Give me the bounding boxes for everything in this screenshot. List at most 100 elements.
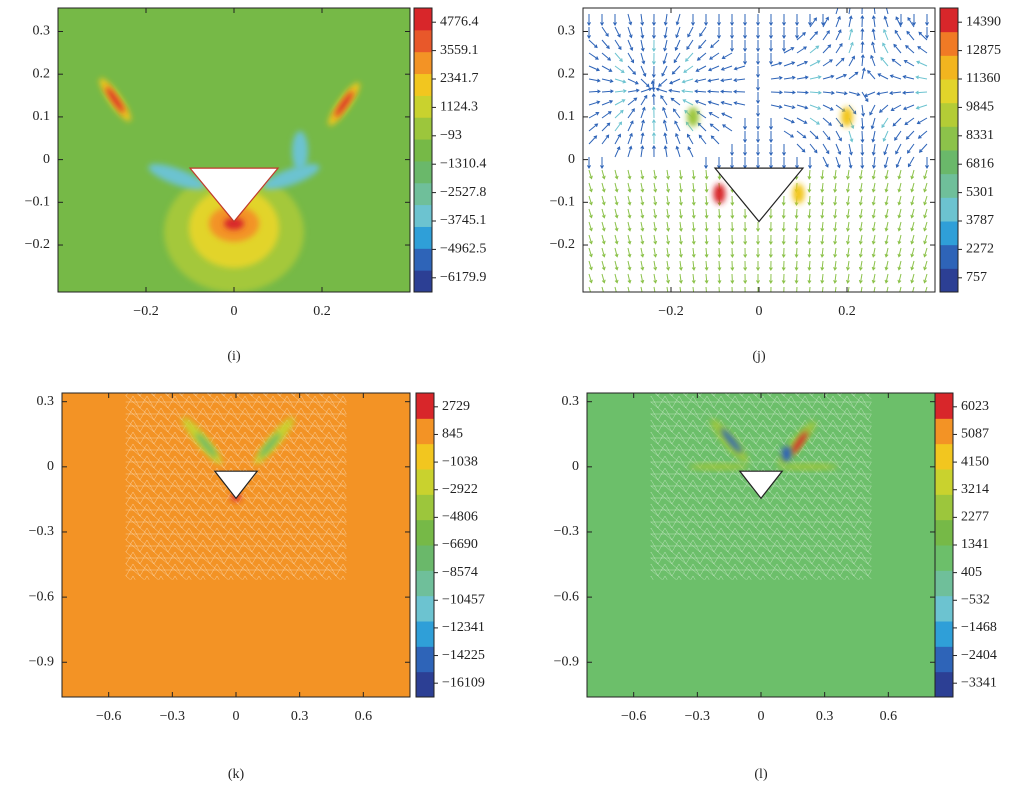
- vector-arrow: [796, 32, 806, 41]
- field-background: [583, 8, 935, 292]
- vector-arrow: [871, 143, 876, 156]
- colorbar-band: [414, 73, 432, 96]
- vector-arrow: [756, 40, 760, 52]
- vector-arrow: [756, 79, 760, 91]
- colorbar-band: [935, 443, 953, 470]
- contour-blob: [841, 106, 853, 127]
- vector-arrow: [878, 104, 889, 113]
- vector-arrow: [848, 91, 861, 97]
- vector-arrow: [835, 117, 844, 128]
- vector-arrow: [601, 78, 614, 83]
- vector-arrow: [910, 195, 915, 206]
- vector-arrow: [666, 234, 670, 245]
- vector-arrow: [685, 52, 694, 62]
- y-tick-label: −0.3: [29, 524, 54, 539]
- vector-arrow: [870, 117, 876, 130]
- colorbar-label: −16109: [442, 675, 485, 690]
- vector-arrow: [704, 208, 709, 219]
- colorbar-band: [940, 8, 958, 33]
- vector-arrow: [783, 104, 796, 110]
- vector-arrow: [756, 118, 760, 130]
- vector-arrow: [653, 208, 658, 219]
- vector-arrow: [704, 157, 708, 169]
- vector-arrow: [897, 169, 902, 180]
- vector-arrow: [614, 273, 619, 284]
- y-tick-label: −0.1: [550, 195, 575, 210]
- vector-arrow: [905, 130, 915, 140]
- vector-arrow: [666, 169, 670, 180]
- colorbar-label: −1038: [442, 454, 478, 469]
- vector-arrow: [807, 208, 812, 219]
- vector-arrow: [588, 78, 601, 83]
- vector-arrow: [681, 89, 694, 94]
- y-tick-label: −0.6: [554, 589, 579, 604]
- vector-arrow: [820, 260, 825, 271]
- vector-arrow: [704, 169, 709, 180]
- vector-arrow: [627, 195, 632, 206]
- vector-arrow: [587, 157, 591, 169]
- vector-arrow: [756, 92, 760, 104]
- vector-arrow: [653, 234, 658, 245]
- vector-arrow: [860, 41, 865, 54]
- colorbar-label: −2922: [442, 482, 478, 497]
- colorbar-label: 2729: [442, 399, 470, 414]
- vector-arrow: [627, 108, 635, 119]
- vector-arrow: [651, 52, 656, 65]
- vector-arrow: [915, 90, 928, 95]
- vector-arrow: [873, 8, 876, 15]
- colorbar-label: −14225: [442, 648, 485, 663]
- vector-arrow: [653, 169, 658, 180]
- colorbar-band: [935, 418, 953, 445]
- vector-arrow: [795, 27, 799, 39]
- vector-arrow: [704, 247, 709, 258]
- vector-arrow: [601, 65, 613, 72]
- colorbar-band: [414, 226, 432, 249]
- vector-arrow: [907, 16, 915, 28]
- vector-arrow: [601, 52, 612, 61]
- vector-arrow: [863, 91, 876, 98]
- vector-arrow: [587, 27, 591, 39]
- vector-arrow: [770, 104, 783, 109]
- vector-arrow: [640, 221, 645, 232]
- vector-arrow: [782, 14, 786, 26]
- vector-arrow: [627, 169, 632, 180]
- vector-arrow: [861, 8, 863, 15]
- vector-arrow: [730, 40, 734, 52]
- vector-arrow: [876, 91, 889, 96]
- colorbar-label: −93: [440, 128, 462, 143]
- vector-arrow: [717, 247, 722, 258]
- y-tick-label: 0.1: [33, 109, 51, 124]
- vector-arrow: [627, 26, 633, 39]
- vector-arrow: [912, 14, 916, 26]
- vector-arrow: [662, 52, 668, 65]
- colorbar-band: [414, 117, 432, 140]
- vector-arrow: [907, 143, 915, 154]
- vector-arrow: [756, 273, 760, 284]
- vector-arrow: [899, 286, 902, 292]
- vector-arrow: [717, 273, 722, 284]
- vector-arrow: [614, 39, 622, 51]
- y-tick-label: 0: [47, 459, 54, 474]
- vector-arrow: [691, 273, 696, 284]
- vector-arrow: [627, 182, 632, 193]
- colorbar-band: [416, 671, 434, 698]
- vector-arrow: [770, 61, 783, 67]
- vector-arrow: [897, 273, 902, 284]
- vector-arrow: [891, 58, 902, 67]
- vector-arrow: [796, 130, 807, 139]
- y-tick-label: 0: [568, 152, 575, 167]
- vector-arrow: [710, 135, 720, 145]
- vector-arrow: [614, 195, 619, 206]
- vector-arrow: [651, 26, 656, 39]
- vector-arrow: [663, 26, 668, 39]
- vector-arrow: [923, 260, 928, 271]
- vector-arrow: [861, 91, 869, 103]
- vector-arrow: [902, 90, 915, 95]
- colorbar-band: [940, 31, 958, 56]
- vector-arrow: [884, 260, 889, 271]
- vector-arrow: [743, 27, 747, 39]
- vector-arrow: [910, 234, 915, 245]
- vector-arrow: [794, 247, 799, 258]
- vector-arrow: [733, 89, 746, 94]
- vector-arrow: [678, 221, 683, 232]
